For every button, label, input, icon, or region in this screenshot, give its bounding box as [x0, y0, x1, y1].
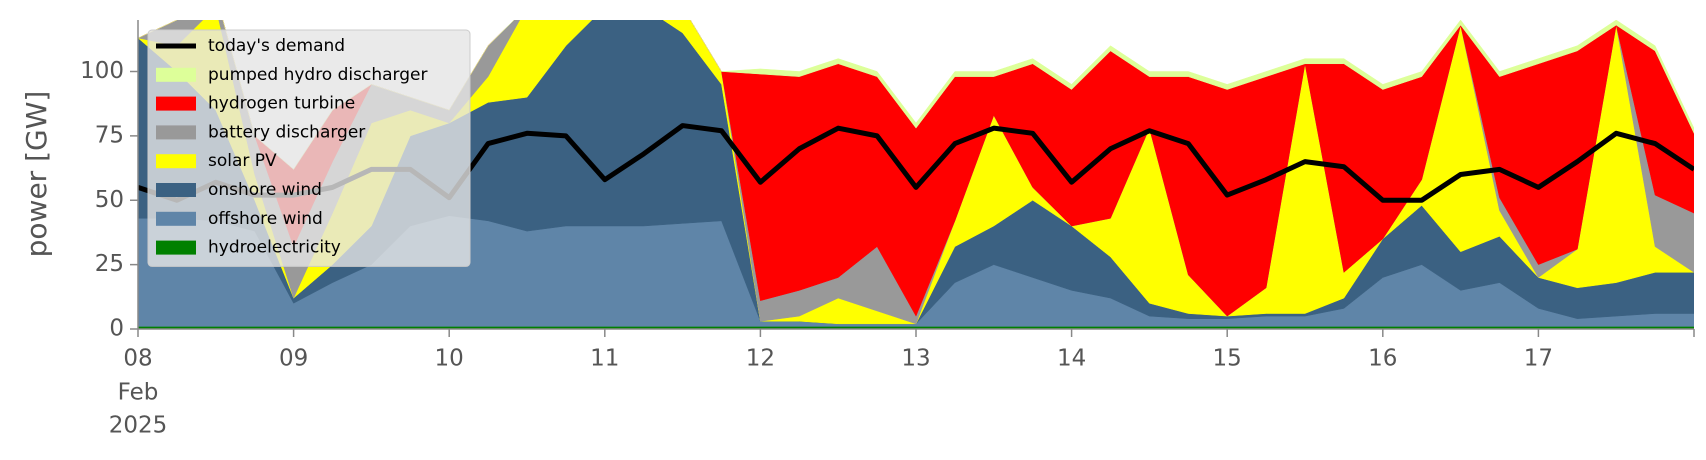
- legend-swatch: [156, 240, 196, 255]
- x-tick-label: 17: [1524, 346, 1553, 372]
- legend-label: offshore wind: [208, 209, 323, 229]
- stacked-area: [138, 20, 1694, 317]
- legend-swatch: [156, 67, 196, 82]
- stacked-area: [138, 20, 1694, 325]
- legend-swatch: [156, 125, 196, 140]
- legend: today's demand pumped hydro discharger hyd…: [147, 29, 471, 267]
- x-tick-label: 11: [590, 346, 619, 372]
- stacked-area: [138, 20, 1694, 325]
- legend-label: pumped hydro discharger: [208, 65, 427, 85]
- legend-box: [147, 29, 471, 267]
- x-tick-label: 13: [901, 346, 930, 372]
- legend-label: hydrogen turbine: [208, 94, 355, 114]
- x-tick-label: 12: [746, 346, 775, 372]
- x-tick-label: 15: [1213, 346, 1242, 372]
- x-tick-year: 2025: [109, 413, 168, 439]
- x-tick-month: Feb: [118, 380, 159, 406]
- y-tick-label: 0: [109, 316, 124, 342]
- axes: 0 25 50 75 100 08 09 10 11 12 13 14 15 16 17 Feb 2025: [80, 20, 1695, 439]
- legend-swatch: [156, 183, 196, 197]
- y-tick-label: 75: [95, 122, 124, 148]
- legend-label: solar PV: [208, 151, 277, 171]
- x-tick-label: 16: [1368, 346, 1397, 372]
- legend-label: today's demand: [208, 36, 345, 56]
- x-tick-label: 09: [279, 346, 308, 372]
- legend-label: battery discharger: [208, 122, 365, 142]
- legend-label: onshore wind: [208, 180, 322, 200]
- y-tick-label: 25: [95, 251, 124, 277]
- legend-swatch: [156, 154, 196, 169]
- y-tick-label: 50: [95, 187, 124, 213]
- x-tick-label: 14: [1057, 346, 1086, 372]
- legend-label: hydroelectricity: [208, 238, 341, 258]
- x-tick-label: 08: [123, 346, 152, 372]
- x-tick-label: 10: [435, 346, 464, 372]
- legend-swatch: [156, 211, 196, 226]
- y-tick-label: 100: [80, 58, 124, 84]
- legend-swatch: [156, 96, 196, 111]
- y-axis-label: power [GW]: [20, 91, 53, 258]
